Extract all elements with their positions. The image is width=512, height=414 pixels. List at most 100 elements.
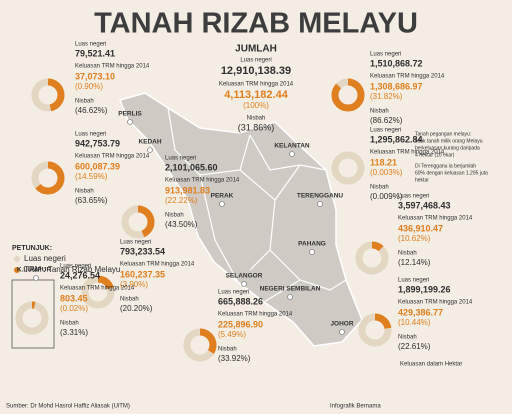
trm-pct: (0.90%): [75, 82, 103, 91]
credit: Infografik Bernama: [330, 404, 381, 410]
luas-value: 665,888.26: [218, 296, 263, 306]
total-luas: 12,910,138.39: [221, 65, 291, 77]
map-pin: [147, 147, 153, 153]
note-line: 60% dengan keluasan 1.295 juta: [415, 170, 488, 176]
donut-arc: [331, 151, 365, 185]
trm-label: Keluasan TRM hingga 2014: [370, 74, 445, 80]
units: Keluasan dalam Hektar: [400, 362, 462, 368]
luas-value: 1,295,862.84: [370, 134, 423, 144]
trm-pct: (31.82%): [370, 92, 403, 101]
nisbah-label: Nisbah: [60, 321, 79, 327]
legend-item: Luas negeri: [24, 254, 66, 263]
total-trm-pct: (100%): [243, 101, 269, 110]
total-trm-label: Keluasan TRM hingga 2014: [219, 82, 294, 88]
luas-value: 942,753.79: [75, 138, 120, 148]
nisbah-label: Nisbah: [75, 189, 94, 195]
map: [118, 92, 363, 347]
nisbah-value: (22.61%): [398, 342, 431, 351]
legend-item: TRM : Tanah Rizab Melayu: [24, 265, 120, 274]
map-label: PAHANG: [298, 241, 326, 248]
total-nisbah: (31.86%): [238, 122, 275, 132]
nisbah-value: (46.62%): [75, 106, 108, 115]
legend-swatch: [14, 256, 20, 262]
nisbah-value: (3.31%): [60, 328, 88, 337]
donut-arc: [355, 241, 389, 275]
total-luas-label: Luas negeri: [240, 58, 271, 64]
map-pin: [309, 249, 315, 255]
trm-label: Keluasan TRM hingga 2014: [398, 216, 473, 222]
trm-value: 37,073.10: [75, 71, 115, 81]
luas-label: Luas negeri: [398, 194, 429, 200]
trm-pct: (0.02%): [60, 304, 88, 313]
map-pin: [219, 201, 225, 207]
source: Sumber: Dr Mohd Hasrol Haffiz Aliasak (U…: [6, 404, 130, 410]
luas-label: Luas negeri: [75, 132, 106, 138]
map-pin: [287, 294, 293, 300]
nisbah-label: Nisbah: [398, 335, 417, 341]
title: TANAH RIZAB MELAYU: [94, 8, 418, 40]
nisbah-label: Nisbah: [218, 347, 237, 353]
luas-value: 1,899,199.26: [398, 284, 451, 294]
legend-heading: PETUNJUK:: [12, 245, 52, 252]
donut-arc: [31, 78, 65, 112]
kl-box: [11, 279, 55, 349]
map-label: K.LUMPUR: [17, 267, 52, 274]
trm-pct: (5.49%): [218, 330, 246, 339]
trm-label: Keluasan TRM hingga 2014: [165, 178, 240, 184]
total-trm: 4,113,182.44: [224, 89, 289, 101]
map-label: TERENGGANU: [297, 193, 344, 200]
nisbah-label: Nisbah: [165, 213, 184, 219]
note-line: berkeluasan kurang daripada: [415, 145, 480, 151]
trm-value: 225,896.90: [218, 319, 263, 329]
legend-swatch: [14, 267, 20, 273]
map-pin: [317, 201, 323, 207]
luas-label: Luas negeri: [370, 128, 401, 134]
trm-value: 803.45: [60, 293, 88, 303]
trm-label: Keluasan TRM hingga 2014: [60, 286, 135, 292]
trm-pct: (22.22%): [165, 196, 198, 205]
donut-arc: [15, 301, 49, 335]
note-line: tidak tanah milik orang Melayu: [415, 138, 483, 144]
trm-value: 436,910.47: [398, 223, 443, 233]
map-pin: [289, 151, 295, 157]
map-label: KEDAH: [138, 139, 161, 146]
trm-value: 1,308,686.97: [370, 81, 423, 91]
nisbah-value: (86.62%): [370, 116, 403, 125]
map-label: PERLIS: [118, 111, 142, 118]
luas-label: Luas negeri: [60, 264, 91, 270]
nisbah-value: (20.20%): [120, 304, 153, 313]
map-pin: [33, 275, 39, 281]
luas-label: Luas negeri: [398, 278, 429, 284]
trm-label: Keluasan TRM hingga 2014: [75, 154, 150, 160]
total-heading: JUMLAH: [235, 44, 277, 55]
nisbah-value: (63.65%): [75, 196, 108, 205]
nisbah-label: Nisbah: [370, 185, 389, 191]
nisbah-value: (0.009%): [370, 192, 403, 201]
trm-label: Keluasan TRM hingga 2014: [218, 312, 293, 318]
luas-label: Luas negeri: [218, 290, 249, 296]
donut-arc: [31, 161, 65, 195]
trm-label: Keluasan TRM hingga 2014: [75, 64, 150, 70]
map-label: JOHOR: [330, 321, 353, 328]
trm-value: 160,237.35: [120, 269, 165, 279]
map-pin: [241, 281, 247, 287]
luas-value: 793,233.54: [120, 246, 165, 256]
map-pin: [339, 329, 345, 335]
map-label: KELANTAN: [274, 143, 310, 150]
trm-label: Keluasan TRM hingga 2014: [398, 300, 473, 306]
trm-pct: (10.62%): [398, 234, 431, 243]
total-nisbah-label: Nisbah: [247, 116, 266, 122]
note-line: Di Terengganu ia berjumlah: [415, 163, 476, 169]
trm-value: 429,386.77: [398, 307, 443, 317]
note-line: Tanah pegangan melayu:: [415, 131, 471, 137]
map-label: NEGERI SEMBILAN: [260, 286, 321, 293]
nisbah-value: (12.14%): [398, 258, 431, 267]
map-label: PERAK: [211, 193, 234, 200]
map-pin: [127, 119, 133, 125]
trm-label: Keluasan TRM hingga 2014: [120, 262, 195, 268]
nisbah-label: Nisbah: [120, 297, 139, 303]
trm-pct: (14.59%): [75, 172, 108, 181]
note-line: 4 hektar (10 ekar): [415, 152, 455, 158]
luas-value: 1,510,868.72: [370, 58, 423, 68]
